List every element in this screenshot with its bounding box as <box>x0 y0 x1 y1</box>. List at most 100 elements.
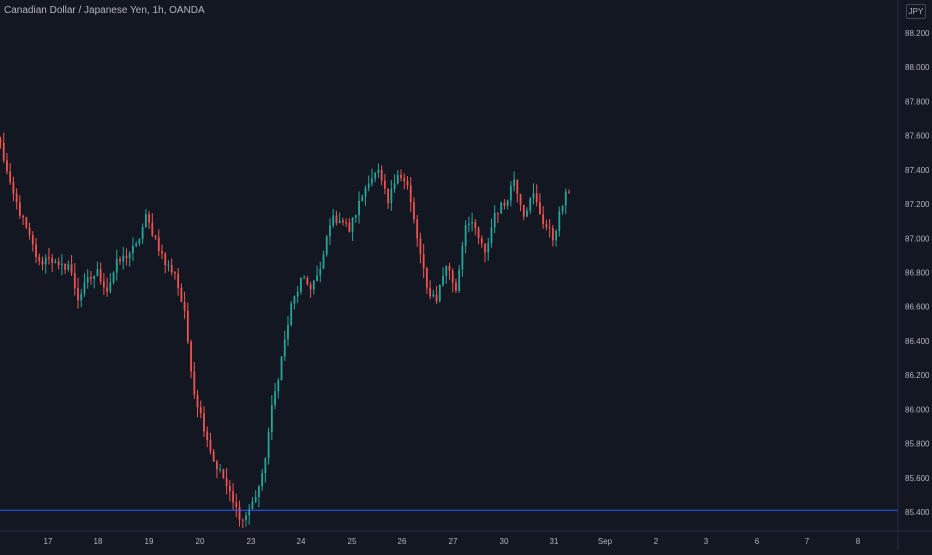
candle-body <box>241 519 244 521</box>
y-tick-label: 88.000 <box>905 63 930 72</box>
y-tick-label: 85.800 <box>905 440 930 449</box>
y-tick-label: 88.200 <box>905 29 930 38</box>
candle-body <box>277 380 280 392</box>
x-tick-label: 2 <box>654 537 659 546</box>
candle-body <box>458 269 461 291</box>
candle-body <box>148 214 150 223</box>
candle-body <box>364 187 367 197</box>
candle-body <box>542 214 545 225</box>
candle-body <box>15 193 18 203</box>
y-tick-label: 87.800 <box>905 97 930 106</box>
y-tick-label: 87.600 <box>905 132 930 141</box>
candle-body <box>293 296 296 304</box>
x-tick-label: 20 <box>196 537 205 546</box>
candle-body <box>509 185 512 201</box>
x-tick-label: 8 <box>856 537 861 546</box>
candle-body <box>258 486 260 498</box>
candle-body <box>64 263 67 270</box>
candle-body <box>209 440 212 452</box>
x-tick-label: 19 <box>145 537 154 546</box>
y-tick-label: 86.000 <box>905 405 930 414</box>
candle-body <box>396 174 399 184</box>
candle-body <box>193 371 196 395</box>
candle-body <box>138 239 141 244</box>
candle-body <box>115 259 118 273</box>
candle-body <box>44 257 47 265</box>
candle-body <box>354 215 357 218</box>
candle-body <box>425 268 428 288</box>
candle-body <box>361 196 364 201</box>
y-tick-label: 86.600 <box>905 303 930 312</box>
currency-badge[interactable]: JPY <box>906 4 926 19</box>
candle-body <box>429 287 432 297</box>
candle-body <box>225 477 228 486</box>
candle-body <box>351 217 354 232</box>
candle-body <box>96 269 99 277</box>
candle-body <box>390 188 393 204</box>
x-tick-label: 3 <box>704 537 709 546</box>
candle-body <box>461 245 464 270</box>
candle-body <box>177 273 180 288</box>
candle-body <box>128 253 131 259</box>
candle-body <box>438 284 441 302</box>
candle-body <box>122 255 125 262</box>
candle-body <box>296 291 299 297</box>
candle-body <box>467 223 470 226</box>
candle-body <box>522 205 525 217</box>
candle-body <box>319 268 322 276</box>
y-tick-label: 85.600 <box>905 474 930 483</box>
y-tick-label: 87.400 <box>905 166 930 175</box>
candle-body <box>25 217 28 228</box>
x-tick-label: 7 <box>805 537 810 546</box>
candle-body <box>387 188 390 204</box>
candle-body <box>306 277 309 285</box>
candle-body <box>125 255 128 259</box>
candle-body <box>18 202 21 216</box>
price-axis[interactable]: 88.200 88.000 87.800 87.600 87.400 87.200 87.0… <box>905 29 930 517</box>
candle-body <box>413 202 415 220</box>
candle-body <box>332 215 335 226</box>
x-tick-label: 27 <box>449 537 458 546</box>
candle-body <box>555 231 557 241</box>
time-axis[interactable]: 17 18 19 20 23 24 25 26 27 30 31 Sep 2 3 6 7 8 <box>44 537 861 546</box>
candle-body <box>235 502 238 508</box>
candle-body <box>419 238 422 254</box>
candle-body <box>403 178 406 181</box>
candle-body <box>406 180 409 186</box>
candle-body <box>167 264 170 266</box>
candle-body <box>174 272 176 274</box>
candle-body <box>480 238 483 244</box>
candle-body <box>506 200 509 206</box>
candle-body <box>102 281 105 288</box>
candle-body <box>309 284 312 290</box>
candle-body <box>112 272 115 283</box>
candle-body <box>348 222 351 232</box>
x-tick-label: Sep <box>598 537 613 546</box>
candle-body <box>568 191 570 193</box>
candle-body <box>270 405 273 432</box>
candle-body <box>2 142 5 161</box>
candle-body <box>199 407 202 414</box>
x-tick-label: 31 <box>550 537 559 546</box>
candle-body <box>503 202 506 206</box>
candle-body <box>367 183 370 188</box>
candle-body <box>464 225 467 246</box>
candle-body <box>287 324 289 340</box>
candle-body <box>484 243 486 253</box>
y-tick-label: 87.200 <box>905 200 930 209</box>
candle-body <box>312 280 315 290</box>
candle-body <box>274 391 276 406</box>
candle-body <box>341 220 344 223</box>
candle-body <box>254 497 257 502</box>
candle-body <box>38 257 41 261</box>
candle-body <box>500 202 503 214</box>
candle-body <box>135 243 138 246</box>
candles-layer <box>0 132 570 529</box>
y-tick-label: 86.400 <box>905 337 930 346</box>
candle-body <box>186 310 189 342</box>
candle-body <box>212 451 215 462</box>
candle-body <box>329 225 331 237</box>
candle-body <box>67 264 70 270</box>
